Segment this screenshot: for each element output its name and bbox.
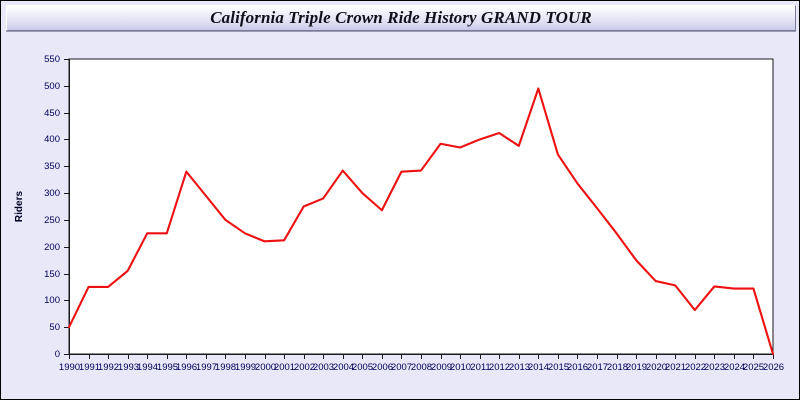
svg-text:1995: 1995 bbox=[157, 362, 178, 373]
svg-text:400: 400 bbox=[44, 134, 60, 145]
svg-text:2004: 2004 bbox=[333, 362, 354, 373]
y-axis-ticks: 0 50 100 150 200 250 300 350 400 450 500 550 bbox=[44, 54, 69, 360]
svg-text:2022: 2022 bbox=[685, 362, 706, 373]
page-title: California Triple Crown Ride History GRA… bbox=[210, 8, 592, 27]
svg-text:1991: 1991 bbox=[79, 362, 100, 373]
title-bar: California Triple Crown Ride History GRA… bbox=[6, 5, 796, 31]
svg-text:1996: 1996 bbox=[176, 362, 197, 373]
svg-text:2011: 2011 bbox=[470, 362, 490, 373]
svg-text:1998: 1998 bbox=[215, 362, 236, 373]
svg-text:1990: 1990 bbox=[59, 362, 80, 373]
y-axis-title: Riders bbox=[14, 191, 25, 223]
svg-text:1999: 1999 bbox=[235, 362, 256, 373]
svg-text:2001: 2001 bbox=[274, 362, 295, 373]
svg-text:2024: 2024 bbox=[724, 362, 745, 373]
svg-text:2005: 2005 bbox=[352, 362, 373, 373]
svg-text:500: 500 bbox=[44, 81, 60, 92]
svg-text:2015: 2015 bbox=[548, 362, 569, 373]
svg-text:2010: 2010 bbox=[450, 362, 471, 373]
svg-text:2017: 2017 bbox=[587, 362, 608, 373]
svg-text:2018: 2018 bbox=[607, 362, 628, 373]
svg-text:2009: 2009 bbox=[431, 362, 452, 373]
svg-text:2016: 2016 bbox=[567, 362, 588, 373]
plot-frame bbox=[68, 58, 774, 356]
svg-text:0: 0 bbox=[55, 349, 60, 360]
svg-text:550: 550 bbox=[44, 54, 60, 65]
svg-text:2021: 2021 bbox=[665, 362, 686, 373]
svg-text:1992: 1992 bbox=[98, 362, 119, 373]
svg-text:2013: 2013 bbox=[509, 362, 530, 373]
svg-text:2023: 2023 bbox=[704, 362, 725, 373]
svg-text:2003: 2003 bbox=[313, 362, 334, 373]
svg-text:250: 250 bbox=[44, 215, 60, 226]
svg-text:2006: 2006 bbox=[372, 362, 393, 373]
svg-text:2020: 2020 bbox=[646, 362, 667, 373]
svg-text:1997: 1997 bbox=[196, 362, 217, 373]
y-axis-label: Riders bbox=[14, 191, 25, 223]
svg-text:2000: 2000 bbox=[255, 362, 276, 373]
svg-text:2019: 2019 bbox=[626, 362, 647, 373]
svg-text:300: 300 bbox=[44, 188, 60, 199]
svg-text:2014: 2014 bbox=[528, 362, 549, 373]
svg-text:2025: 2025 bbox=[743, 362, 764, 373]
svg-text:50: 50 bbox=[49, 322, 60, 333]
chart-canvas: 0 50 100 150 200 250 300 350 400 450 500 550 1990 19… bbox=[6, 33, 796, 396]
data-series-group bbox=[67, 87, 775, 356]
x-axis-ticks: 1990199119921993199419951996199719981999… bbox=[59, 354, 784, 373]
svg-text:200: 200 bbox=[44, 242, 60, 253]
svg-text:2026: 2026 bbox=[763, 362, 784, 373]
svg-text:2007: 2007 bbox=[391, 362, 412, 373]
svg-text:150: 150 bbox=[44, 269, 60, 280]
svg-text:1993: 1993 bbox=[118, 362, 139, 373]
svg-text:100: 100 bbox=[44, 295, 60, 306]
svg-text:2012: 2012 bbox=[489, 362, 510, 373]
data-line-0 bbox=[67, 87, 775, 356]
svg-text:350: 350 bbox=[44, 161, 60, 172]
svg-text:2008: 2008 bbox=[411, 362, 432, 373]
svg-text:2002: 2002 bbox=[294, 362, 315, 373]
svg-text:450: 450 bbox=[44, 108, 60, 119]
svg-text:1994: 1994 bbox=[137, 362, 158, 373]
